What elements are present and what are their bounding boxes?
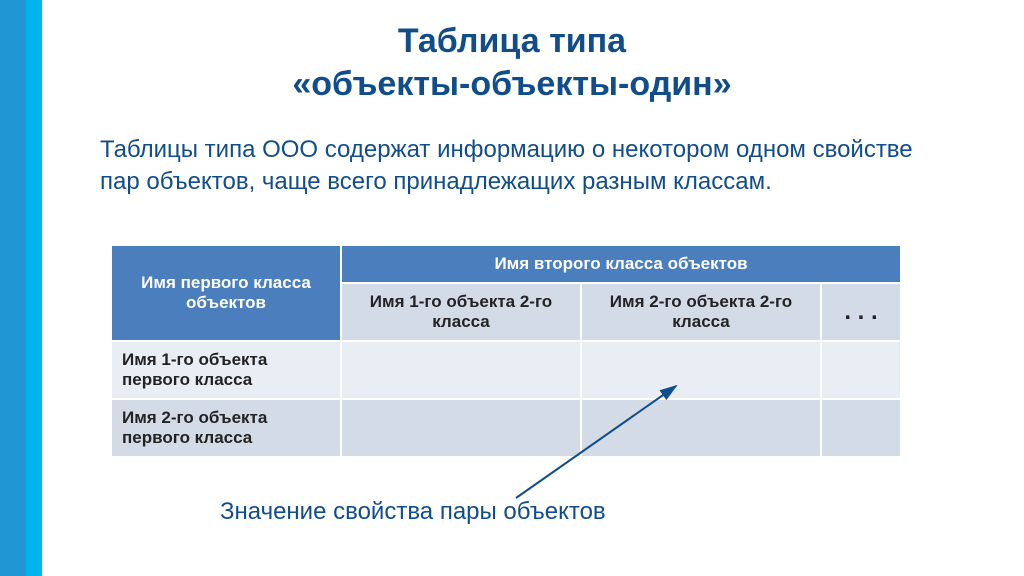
slide: Таблица типа «объекты-объекты-один» Табл…	[0, 0, 1024, 576]
slide-description: Таблицы типа ООО содержат информацию о н…	[100, 134, 930, 199]
col-sub-dots: . . .	[821, 283, 901, 341]
structure-table: Имя первого класса объектов Имя второго …	[110, 244, 900, 458]
slide-title: Таблица типа «объекты-объекты-один»	[0, 20, 1024, 105]
row-label: Имя 1-го объекта первого класса	[111, 341, 341, 399]
table-row: Имя 2-го объекта первого класса	[111, 399, 901, 457]
title-line-1: Таблица типа	[398, 22, 626, 60]
row-header-label: Имя первого класса объектов	[111, 245, 341, 341]
row-label: Имя 2-го объекта первого класса	[111, 399, 341, 457]
table-cell	[581, 341, 821, 399]
table-cell	[341, 399, 581, 457]
table: Имя первого класса объектов Имя второго …	[110, 244, 902, 458]
col-header-span: Имя второго класса объектов	[341, 245, 901, 283]
col-sub-1: Имя 1-го объекта 2-го класса	[341, 283, 581, 341]
table-row: Имя 1-го объекта первого класса	[111, 341, 901, 399]
table-header-row-1: Имя первого класса объектов Имя второго …	[111, 245, 901, 283]
title-line-2: «объекты-объекты-один»	[292, 65, 731, 103]
arrow-caption: Значение свойства пары объектов	[220, 498, 606, 526]
table-cell	[821, 399, 901, 457]
table-cell	[341, 341, 581, 399]
table-cell	[821, 341, 901, 399]
table-cell	[581, 399, 821, 457]
col-sub-2: Имя 2-го объекта 2-го класса	[581, 283, 821, 341]
